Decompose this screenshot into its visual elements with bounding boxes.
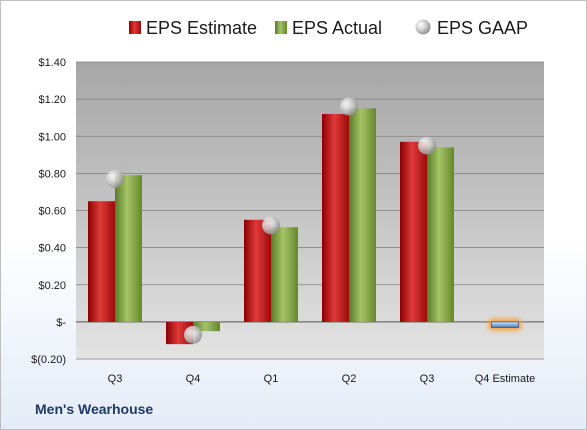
bar-eps-actual bbox=[271, 227, 298, 322]
bars bbox=[88, 108, 522, 345]
company-name: Men's Wearhouse bbox=[35, 401, 154, 417]
bar-eps-actual-estimate bbox=[491, 321, 519, 328]
bar-eps-actual bbox=[115, 175, 142, 322]
legend-label-eps-gaap: EPS GAAP bbox=[437, 18, 528, 38]
y-tick-label: $1.00 bbox=[38, 131, 66, 143]
gridlines bbox=[76, 61, 544, 360]
legend-swatch-eps-estimate bbox=[129, 21, 141, 34]
marker-eps-gaap bbox=[184, 325, 202, 344]
bar-eps-actual bbox=[427, 147, 454, 322]
x-tick-label: Q4 Estimate bbox=[475, 373, 536, 385]
bar-eps-estimate bbox=[400, 141, 427, 322]
legend-swatch-eps-gaap bbox=[415, 19, 431, 35]
y-tick-label: $- bbox=[56, 317, 66, 329]
bar-eps-estimate bbox=[322, 113, 349, 322]
marker-eps-gaap bbox=[340, 97, 358, 116]
y-tick-label: $(0.20) bbox=[31, 354, 66, 366]
x-tick-label: Q1 bbox=[264, 373, 279, 385]
bar-eps-actual bbox=[193, 321, 220, 332]
y-tick-label: $1.40 bbox=[38, 57, 66, 69]
marker-eps-gaap bbox=[262, 216, 280, 235]
bar-eps-estimate bbox=[88, 201, 115, 322]
x-tick-label: Q3 bbox=[420, 373, 435, 385]
y-tick-label: $0.40 bbox=[38, 243, 66, 255]
y-axis-tick-labels: $(0.20) $- $0.20 $0.40 $0.60 $0.80 $1.00 $1.20 $… bbox=[31, 57, 66, 366]
x-tick-label: Q2 bbox=[342, 373, 357, 385]
y-tick-label: $0.80 bbox=[38, 168, 66, 180]
gaap-markers bbox=[106, 97, 436, 344]
legend: EPS Estimate EPS Actual EPS GAAP bbox=[129, 18, 528, 38]
legend-label-eps-estimate: EPS Estimate bbox=[146, 18, 257, 38]
legend-swatch-eps-actual bbox=[275, 21, 287, 34]
y-tick-label: $0.20 bbox=[38, 280, 66, 292]
y-tick-label: $1.20 bbox=[38, 94, 66, 106]
x-axis-tick-labels: Q3 Q4 Q1 Q2 Q3 Q4 Estimate bbox=[108, 373, 536, 385]
bar-eps-actual bbox=[349, 108, 376, 322]
marker-eps-gaap bbox=[418, 136, 436, 155]
x-tick-label: Q4 bbox=[186, 373, 201, 385]
marker-eps-gaap bbox=[106, 169, 124, 188]
y-tick-label: $0.60 bbox=[38, 206, 66, 218]
legend-label-eps-actual: EPS Actual bbox=[292, 18, 382, 38]
x-tick-label: Q3 bbox=[108, 373, 123, 385]
bar-eps-estimate bbox=[244, 219, 271, 322]
